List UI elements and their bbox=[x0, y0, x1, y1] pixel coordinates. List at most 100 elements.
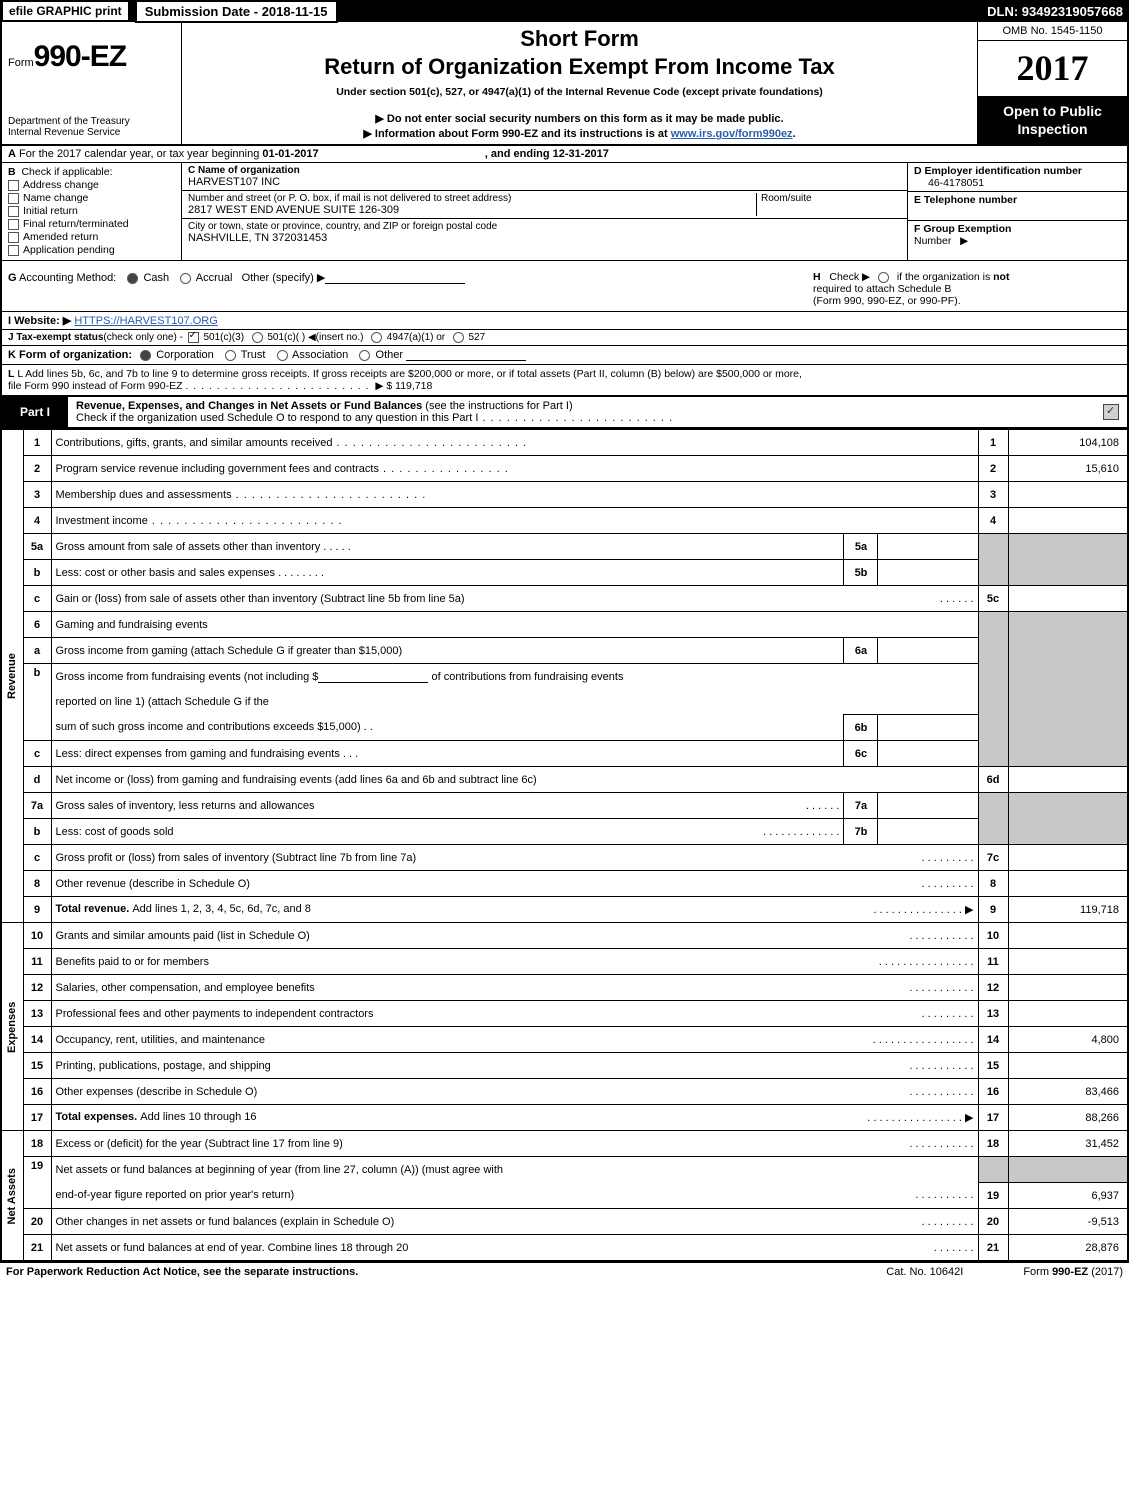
row-j: J Tax-exempt status(check only one) - 50… bbox=[2, 330, 1127, 346]
radio-other[interactable] bbox=[359, 350, 370, 361]
opt-association: Association bbox=[292, 349, 348, 361]
l20-rn: 20 bbox=[978, 1209, 1008, 1235]
l6b-sv bbox=[878, 715, 978, 741]
checkbox-527[interactable] bbox=[453, 332, 464, 343]
l15-rn: 15 bbox=[978, 1053, 1008, 1079]
accounting-method-label: Accounting Method: bbox=[19, 272, 116, 284]
checkbox-name-change[interactable] bbox=[8, 193, 19, 204]
street-address: 2817 WEST END AVENUE SUITE 126-309 bbox=[188, 204, 756, 216]
l2-n: 2 bbox=[23, 456, 51, 482]
l6d-n: d bbox=[23, 767, 51, 793]
irs-link[interactable]: www.irs.gov/form990ez bbox=[671, 128, 793, 140]
label-f-2: Number bbox=[914, 235, 951, 247]
l5b-sn: 5b bbox=[844, 560, 878, 586]
l6c-sn: 6c bbox=[844, 741, 878, 767]
l20-a: -9,513 bbox=[1008, 1209, 1128, 1235]
l14-n: 14 bbox=[23, 1027, 51, 1053]
checkbox-4947[interactable] bbox=[371, 332, 382, 343]
l4-rn: 4 bbox=[978, 508, 1008, 534]
sh-6b bbox=[1008, 612, 1128, 767]
l8-n: 8 bbox=[23, 871, 51, 897]
form-number: Form990-EZ bbox=[2, 22, 181, 78]
l3-rn: 3 bbox=[978, 482, 1008, 508]
ssn-warning: ▶ Do not enter social security numbers o… bbox=[192, 112, 967, 125]
form-footer-pre: Form bbox=[1023, 1266, 1052, 1278]
l5c-a bbox=[1008, 586, 1128, 612]
l5c-rn: 5c bbox=[978, 586, 1008, 612]
label-a: A bbox=[8, 148, 16, 160]
l16-rn: 16 bbox=[978, 1079, 1008, 1105]
sh-5a bbox=[978, 534, 1008, 586]
schedule-o-checkbox[interactable] bbox=[1103, 404, 1119, 420]
checkbox-501c[interactable] bbox=[252, 332, 263, 343]
efile-print-button[interactable]: efile GRAPHIC print bbox=[1, 0, 130, 22]
l6b-d2: of contributions from fundraising events bbox=[431, 671, 623, 683]
part-i-text: Revenue, Expenses, and Changes in Net As… bbox=[68, 397, 1103, 427]
l4-d: Investment income bbox=[56, 515, 148, 527]
form-number-text: 990-EZ bbox=[34, 40, 126, 73]
city-state-zip: NASHVILLE, TN 372031453 bbox=[188, 232, 901, 244]
col-c: C Name of organization HARVEST107 INC Nu… bbox=[182, 163, 907, 260]
col-g: G Accounting Method: Cash Accrual Other … bbox=[2, 261, 807, 311]
section-bcdef: B Check if applicable: Address change Na… bbox=[2, 163, 1127, 261]
l13-a bbox=[1008, 1001, 1128, 1027]
opt-name-change: Name change bbox=[23, 192, 88, 204]
opt-527: 527 bbox=[468, 332, 485, 343]
org-name: HARVEST107 INC bbox=[188, 176, 901, 188]
other-specify-line[interactable] bbox=[325, 283, 465, 284]
row-k: K Form of organization: Corporation Trus… bbox=[2, 346, 1127, 365]
checkbox-address-change[interactable] bbox=[8, 180, 19, 191]
l20-n: 20 bbox=[23, 1209, 51, 1235]
l16-a: 83,466 bbox=[1008, 1079, 1128, 1105]
l6b-blank[interactable] bbox=[318, 682, 428, 683]
expenses-section-label: Expenses bbox=[1, 923, 23, 1131]
l17-d2: Add lines 10 through 16 bbox=[140, 1111, 256, 1123]
l9-d2: Add lines 1, 2, 3, 4, 5c, 6d, 7c, and 8 bbox=[132, 903, 311, 915]
l1-rn: 1 bbox=[978, 430, 1008, 456]
l6b-d3: reported on line 1) (attach Schedule G i… bbox=[51, 689, 978, 715]
l5a-sn: 5a bbox=[844, 534, 878, 560]
l21-a: 28,876 bbox=[1008, 1235, 1128, 1262]
l5b-n: b bbox=[23, 560, 51, 586]
label-c: C Name of organization bbox=[188, 165, 300, 176]
col-h: H Check ▶ if the organization is not req… bbox=[807, 261, 1127, 311]
h-text2: if the organization is bbox=[897, 271, 993, 283]
l4-n: 4 bbox=[23, 508, 51, 534]
tax-year: 2017 bbox=[978, 41, 1127, 97]
l10-rn: 10 bbox=[978, 923, 1008, 949]
info-pre: ▶ Information about Form 990-EZ and its … bbox=[363, 128, 670, 140]
radio-corporation[interactable] bbox=[140, 350, 151, 361]
l5a-d: Gross amount from sale of assets other t… bbox=[56, 541, 321, 553]
j-note: (check only one) - bbox=[103, 332, 182, 343]
radio-accrual[interactable] bbox=[180, 273, 191, 284]
checkbox-initial-return[interactable] bbox=[8, 206, 19, 217]
website-link[interactable]: HTTPS://HARVEST107.ORG bbox=[74, 315, 217, 327]
label-h: H bbox=[813, 271, 821, 283]
label-g: G bbox=[8, 272, 17, 284]
checkbox-h[interactable] bbox=[878, 272, 889, 283]
checkbox-application-pending[interactable] bbox=[8, 245, 19, 256]
other-org-line[interactable] bbox=[406, 360, 526, 361]
l5a-sv bbox=[878, 534, 978, 560]
l21-d: Net assets or fund balances at end of ye… bbox=[56, 1242, 409, 1254]
catalog-number: Cat. No. 10642I bbox=[886, 1266, 963, 1278]
l19-n: 19 bbox=[23, 1157, 51, 1209]
l19-a: 6,937 bbox=[1008, 1183, 1128, 1209]
radio-trust[interactable] bbox=[225, 350, 236, 361]
l7a-sv bbox=[878, 793, 978, 819]
opt-final-return: Final return/terminated bbox=[23, 218, 129, 230]
checkbox-501c3[interactable] bbox=[188, 332, 199, 343]
l9-rn: 9 bbox=[978, 897, 1008, 923]
opt-initial-return: Initial return bbox=[23, 205, 78, 217]
ein: 46-4178051 bbox=[914, 177, 984, 189]
radio-association[interactable] bbox=[277, 350, 288, 361]
l7a-sn: 7a bbox=[844, 793, 878, 819]
l16-d: Other expenses (describe in Schedule O) bbox=[56, 1086, 258, 1098]
l7b-sv bbox=[878, 819, 978, 845]
label-f: F Group Exemption bbox=[914, 223, 1011, 235]
opt-application-pending: Application pending bbox=[23, 244, 115, 256]
radio-cash[interactable] bbox=[127, 273, 138, 284]
checkbox-final-return[interactable] bbox=[8, 219, 19, 230]
checkbox-amended-return[interactable] bbox=[8, 232, 19, 243]
info-post: . bbox=[793, 128, 796, 140]
